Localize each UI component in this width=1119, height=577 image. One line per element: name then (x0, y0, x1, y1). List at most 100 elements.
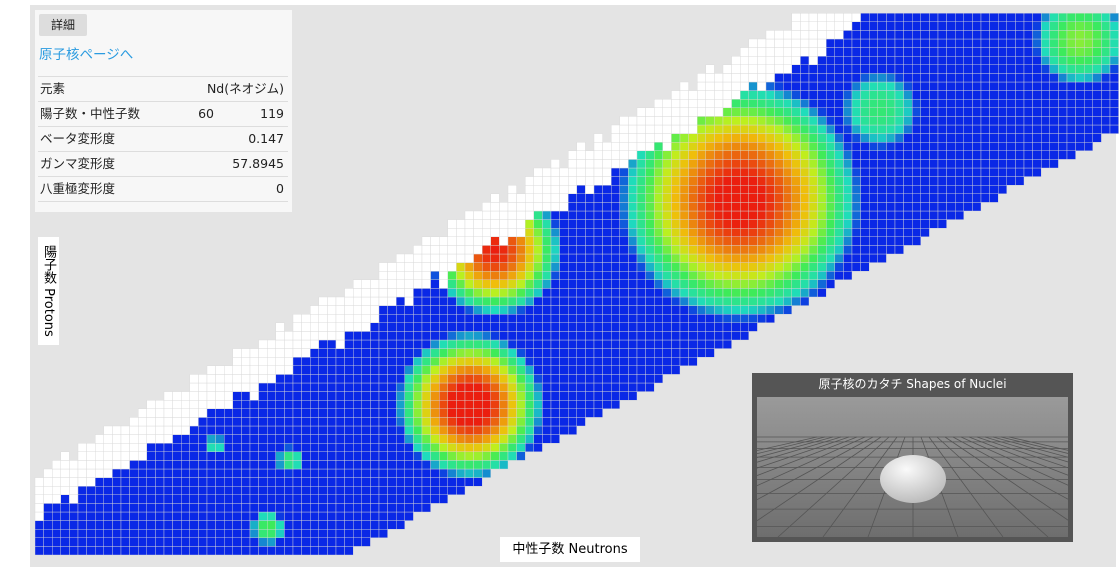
heatmap-cell (757, 296, 767, 306)
heatmap-cell (430, 365, 440, 375)
heatmap-cell (112, 503, 122, 513)
heatmap-cell (705, 331, 715, 341)
heatmap-cell (396, 262, 406, 272)
heatmap-cell (989, 116, 999, 126)
heatmap-cell (611, 141, 621, 151)
heatmap-cell (1066, 98, 1076, 108)
heatmap-cell (972, 81, 982, 91)
heatmap-cell (507, 391, 517, 401)
heatmap-cell (215, 537, 225, 547)
heatmap-cell (955, 81, 965, 91)
heatmap-cell (929, 167, 939, 177)
heatmap-cell (404, 357, 414, 367)
heatmap-cell (292, 494, 302, 504)
heatmap-cell (464, 468, 474, 478)
heatmap-cell (662, 331, 672, 341)
heatmap-cell (430, 374, 440, 384)
heatmap-cell (972, 193, 982, 203)
heatmap-cell (525, 219, 535, 229)
heatmap-cell (533, 219, 543, 229)
details-button[interactable]: 詳細 (39, 14, 87, 36)
heatmap-cell (370, 511, 380, 521)
heatmap-cell (705, 141, 715, 151)
heatmap-cell (353, 296, 363, 306)
heatmap-cell (206, 400, 216, 410)
nucleus-link[interactable]: 原子核ページへ (39, 47, 134, 63)
heatmap-cell (120, 529, 130, 539)
heatmap-cell (241, 425, 251, 435)
heatmap-cell (447, 391, 457, 401)
floor-line (777, 436, 890, 537)
heatmap-cell (843, 150, 853, 160)
heatmap-cell (946, 30, 956, 40)
heatmap-cell (791, 133, 801, 143)
heatmap-cell (619, 253, 629, 263)
heatmap-cell (860, 176, 870, 186)
heatmap-cell (94, 451, 104, 461)
heatmap-cell (421, 262, 431, 272)
heatmap-cell (232, 382, 242, 392)
heatmap-cell (765, 193, 775, 203)
heatmap-cell (275, 339, 285, 349)
heatmap-cell (757, 202, 767, 212)
heatmap-cell (189, 494, 199, 504)
heatmap-cell (1023, 90, 1033, 100)
heatmap-cell (353, 460, 363, 470)
heatmap-cell (344, 537, 354, 547)
heatmap-cell (1092, 56, 1102, 66)
heatmap-cell (937, 47, 947, 57)
heatmap-cell (783, 47, 793, 57)
row-label: 陽子数・中性子数 (40, 106, 141, 121)
heatmap-cell (370, 434, 380, 444)
heatmap-cell (628, 236, 638, 246)
heatmap-cell (757, 184, 767, 194)
heatmap-cell (860, 12, 870, 23)
heatmap-cell (903, 56, 913, 66)
heatmap-cell (791, 227, 801, 237)
heatmap-cell (120, 546, 130, 556)
heatmap-cell (172, 468, 182, 478)
heatmap-cell (834, 73, 844, 83)
heatmap-cell (516, 400, 526, 410)
heatmap-cell (370, 339, 380, 349)
heatmap-cell (439, 443, 449, 453)
heatmap-cell (800, 219, 810, 229)
heatmap-cell (791, 81, 801, 91)
heatmap-cell (671, 219, 681, 229)
heatmap-cell (576, 365, 586, 375)
heatmap-cell (1015, 21, 1025, 31)
heatmap-cell (404, 279, 414, 289)
heatmap-cell (378, 520, 388, 530)
heatmap-cell (1049, 38, 1059, 48)
heatmap-cell (180, 443, 190, 453)
heatmap-cell (662, 271, 672, 281)
heatmap-cell (1049, 73, 1059, 83)
heatmap-cell (52, 511, 62, 521)
heatmap-cell (525, 271, 535, 281)
heatmap-cell (94, 503, 104, 513)
heatmap-cell (662, 236, 672, 246)
heatmap-cell (533, 279, 543, 289)
heatmap-cell (937, 150, 947, 160)
heatmap-cell (387, 357, 397, 367)
heatmap-cell (740, 271, 750, 281)
heatmap-cell (120, 443, 130, 453)
heatmap-cell (267, 477, 277, 487)
heatmap-cell (464, 365, 474, 375)
heatmap-cell (232, 477, 242, 487)
heatmap-cell (826, 64, 836, 74)
heatmap-cell (894, 184, 904, 194)
heatmap-cell (654, 348, 664, 358)
heatmap-cell (894, 64, 904, 74)
heatmap-cell (679, 133, 689, 143)
heatmap-cell (714, 314, 724, 324)
heatmap-cell (1066, 141, 1076, 151)
heatmap-cell (542, 210, 552, 220)
heatmap-cell (697, 339, 707, 349)
heatmap-cell (482, 245, 492, 255)
heatmap-cell (886, 202, 896, 212)
heatmap-cell (69, 546, 79, 556)
heatmap-cell (705, 167, 715, 177)
heatmap-cell (301, 443, 311, 453)
heatmap-cell (628, 202, 638, 212)
